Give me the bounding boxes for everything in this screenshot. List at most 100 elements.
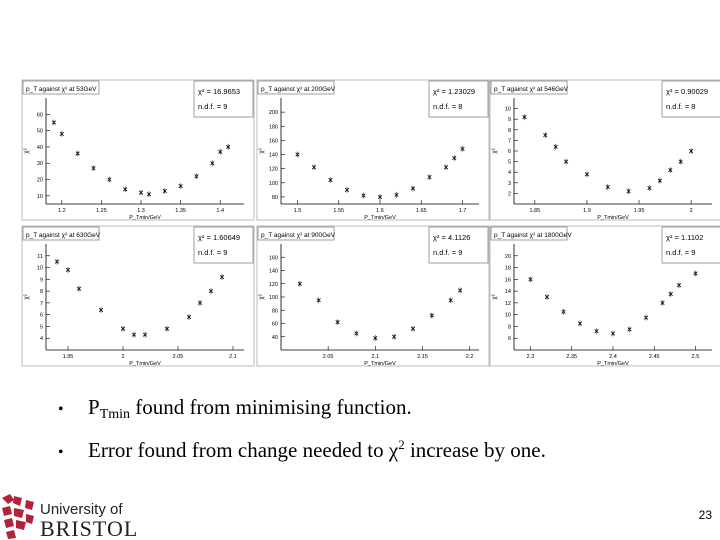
x-tick-label: 1.55	[333, 208, 344, 214]
data-point	[689, 148, 694, 154]
x-tick-label: 2.1	[371, 354, 379, 360]
chart-stat-1: χ² = 1.1102	[666, 233, 703, 242]
y-tick-label: 7	[40, 301, 43, 307]
x-tick-label: 1.5	[294, 208, 302, 214]
y-axis-label: χ²	[259, 294, 265, 299]
chart-title-box	[257, 80, 335, 95]
y-tick-label: 16	[505, 277, 511, 283]
chart-stat-1: χ² = 4.1126	[433, 233, 470, 242]
chart-panel-5: p_T against χ² at 900GeV χ² = 4.1126 n.d.f…	[256, 225, 490, 367]
data-point	[344, 186, 350, 193]
chart-panel-2: p_T against χ² at 200GeV χ² = 1.23029 n.d.…	[256, 79, 490, 221]
data-point	[219, 273, 225, 280]
data-point	[452, 155, 457, 162]
x-axis-label: P_Tmin/GeV	[364, 361, 396, 367]
chart-stats-box	[428, 80, 489, 118]
x-tick-label: 1.6	[376, 208, 384, 214]
data-point	[51, 119, 57, 126]
chart-title-box	[490, 80, 568, 95]
data-point	[335, 319, 340, 326]
y-tick-label: 60	[272, 322, 278, 328]
x-axis-label: P_Tmin/GeV	[597, 361, 629, 367]
x-axis-label: P_Tmin/GeV	[364, 215, 396, 221]
data-point	[107, 176, 112, 183]
y-tick-label: 160	[269, 255, 278, 261]
data-point	[610, 330, 616, 337]
data-point	[361, 192, 366, 199]
y-tick-label: 18	[505, 266, 511, 272]
x-axis-label: P_Tmin/GeV	[597, 215, 629, 221]
data-point	[208, 288, 214, 295]
chart-title-box	[22, 226, 100, 241]
data-point	[577, 320, 583, 327]
bullet-dot: •	[58, 444, 64, 461]
chart-stat-1: χ² = 0.90029	[666, 87, 708, 96]
data-point	[186, 314, 192, 321]
y-tick-label: 6	[508, 149, 511, 155]
y-tick-label: 30	[37, 161, 43, 167]
logo-university-of: University of	[40, 501, 123, 518]
chi-symbol: χ	[388, 438, 399, 462]
data-point	[427, 174, 432, 181]
x-tick-label: 1.95	[63, 354, 74, 360]
chart-title-box	[22, 80, 100, 95]
data-point	[311, 164, 317, 171]
chart-stats-box	[661, 80, 720, 118]
chart-title: p_T against χ² at 53GeV	[26, 86, 97, 93]
chart-title: p_T against χ² at 546GeV	[494, 86, 569, 93]
chi2-plots-grid: p_T against χ² at 53GeV χ² = 16.9653 n.d.f…	[21, 79, 720, 367]
chart-stat-2: n.d.f. = 8	[433, 102, 462, 111]
data-point	[197, 299, 203, 306]
data-point	[553, 143, 558, 150]
y-tick-label: 20	[505, 254, 511, 260]
data-point	[316, 297, 321, 304]
x-tick-label: 1.25	[96, 208, 107, 214]
y-axis-label: χ²	[24, 294, 30, 299]
x-tick-label: 2.1	[229, 354, 237, 360]
data-point	[544, 294, 550, 300]
chart-panel-3: p_T against χ² at 546GeV χ² = 0.90029 n.d.…	[489, 79, 720, 221]
chart-title: p_T against χ² at 630GeV	[26, 232, 101, 239]
data-point	[138, 189, 144, 196]
x-tick-label: 1.2	[58, 208, 66, 214]
chart-title-box	[490, 226, 568, 241]
bristol-crest-icon	[2, 494, 34, 539]
chart-panel-4: p_T against χ² at 630GeV χ² = 1.60649 n.d.…	[21, 225, 255, 367]
x-tick-label: 2.3	[527, 354, 535, 360]
x-tick-label: 2.2	[466, 354, 474, 360]
x-tick-label: 2.4	[609, 354, 617, 360]
data-point	[164, 325, 170, 332]
data-point	[448, 297, 453, 304]
y-tick-label: 5	[508, 160, 511, 166]
data-point	[678, 158, 683, 165]
data-point	[563, 158, 569, 165]
data-point	[660, 299, 665, 306]
x-tick-label: 2	[121, 354, 124, 360]
data-point	[392, 333, 397, 340]
x-tick-label: 1.4	[216, 208, 224, 214]
x-tick-label: 2	[690, 208, 693, 214]
data-point	[594, 328, 599, 335]
data-point	[458, 287, 463, 294]
data-point	[410, 325, 416, 332]
data-point	[647, 185, 652, 192]
y-tick-label: 6	[508, 336, 511, 342]
x-tick-label: 1.85	[529, 208, 540, 214]
x-tick-label: 2.35	[566, 354, 577, 360]
data-point	[297, 280, 302, 287]
data-point	[226, 143, 231, 150]
y-tick-label: 8	[508, 128, 511, 134]
data-point	[76, 285, 82, 292]
y-tick-label: 50	[37, 129, 43, 135]
y-tick-label: 14	[505, 289, 511, 295]
bullet-item-1: • PTmin found from minimising function.	[58, 392, 698, 430]
bullet-text-2: Error found from change needed to χ2 inc…	[88, 430, 546, 465]
x-tick-label: 1.3	[137, 208, 145, 214]
y-tick-label: 40	[272, 335, 278, 341]
data-point	[605, 184, 610, 191]
ptmin-subscript: Tmin	[99, 407, 131, 422]
bullet-list: • PTmin found from minimising function. …	[58, 392, 698, 468]
data-point	[443, 164, 449, 171]
y-tick-label: 5	[40, 324, 43, 330]
data-point	[123, 186, 128, 193]
